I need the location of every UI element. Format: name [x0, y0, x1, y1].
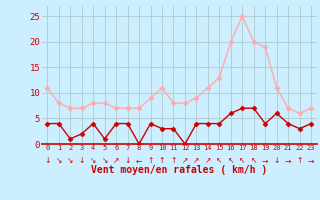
Text: ↗: ↗ [113, 156, 119, 165]
Text: ↘: ↘ [56, 156, 62, 165]
Text: ↗: ↗ [205, 156, 211, 165]
Text: →: → [308, 156, 314, 165]
Text: ↑: ↑ [147, 156, 154, 165]
X-axis label: Vent moyen/en rafales ( km/h ): Vent moyen/en rafales ( km/h ) [91, 165, 267, 175]
Text: ↖: ↖ [216, 156, 222, 165]
Text: ↓: ↓ [274, 156, 280, 165]
Text: ↘: ↘ [90, 156, 96, 165]
Text: ↘: ↘ [67, 156, 74, 165]
Text: ↘: ↘ [101, 156, 108, 165]
Text: ↗: ↗ [182, 156, 188, 165]
Text: ↓: ↓ [124, 156, 131, 165]
Text: ←: ← [136, 156, 142, 165]
Text: ↑: ↑ [296, 156, 303, 165]
Text: ↖: ↖ [251, 156, 257, 165]
Text: ↑: ↑ [170, 156, 177, 165]
Text: ↖: ↖ [228, 156, 234, 165]
Text: ↓: ↓ [78, 156, 85, 165]
Text: ↖: ↖ [239, 156, 245, 165]
Text: ↑: ↑ [159, 156, 165, 165]
Text: →: → [285, 156, 291, 165]
Text: ↓: ↓ [44, 156, 51, 165]
Text: →: → [262, 156, 268, 165]
Text: ↗: ↗ [193, 156, 200, 165]
